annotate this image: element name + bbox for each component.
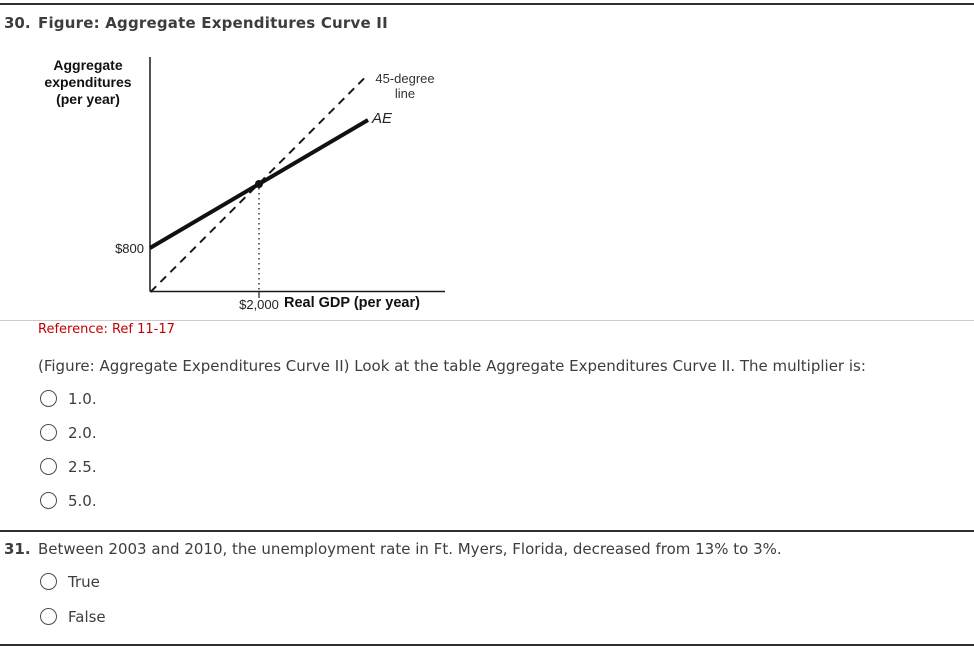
question-31-text: Between 2003 and 2010, the unemployment … xyxy=(38,540,782,558)
y-axis-title-line3: (per year) xyxy=(56,91,120,107)
y-axis-title-line2: expenditures xyxy=(44,74,132,90)
bottom-divider xyxy=(0,644,974,646)
q30-option-1-label[interactable]: 1.0. xyxy=(68,390,97,408)
line-45-label-line2: line xyxy=(394,86,416,101)
q31-false-label[interactable]: False xyxy=(68,608,106,626)
question-30-number: 30. xyxy=(4,14,31,32)
q30-option-2-label[interactable]: 2.0. xyxy=(68,424,97,442)
line-45-degree xyxy=(149,76,366,293)
y-axis-title: Aggregate expenditures (per year) xyxy=(30,57,146,108)
line-45-label-line1: 45-degree xyxy=(375,71,435,86)
figure-canvas xyxy=(148,57,445,298)
question-30-title: Figure: Aggregate Expenditures Curve II xyxy=(38,14,388,32)
equilibrium-point xyxy=(255,180,263,188)
aggregate-expenditures-figure: Aggregate expenditures (per year) $800 $… xyxy=(30,55,460,317)
y-axis-title-line1: Aggregate xyxy=(53,57,123,73)
q31-true-radio[interactable] xyxy=(40,573,57,590)
x-axis-title: Real GDP (per year) xyxy=(284,295,420,311)
line-45-label: 45-degree line xyxy=(365,71,445,101)
question-30-text: (Figure: Aggregate Expenditures Curve II… xyxy=(38,357,866,375)
figure-divider xyxy=(0,320,974,321)
question-31-number: 31. xyxy=(4,540,31,558)
q31-true-label[interactable]: True xyxy=(68,573,100,591)
q30-option-3-radio[interactable] xyxy=(40,458,57,475)
top-divider xyxy=(0,3,974,5)
q30-option-1-radio[interactable] xyxy=(40,390,57,407)
q30-option-4-radio[interactable] xyxy=(40,492,57,509)
q30-option-4-label[interactable]: 5.0. xyxy=(68,492,97,510)
y-intercept-label: $800 xyxy=(115,241,144,256)
q31-false-radio[interactable] xyxy=(40,608,57,625)
ae-line-label: AE xyxy=(372,110,393,127)
question-divider xyxy=(0,530,974,532)
reference-text: Reference: Ref 11-17 xyxy=(38,322,175,337)
q30-option-3-label[interactable]: 2.5. xyxy=(68,458,97,476)
q30-option-2-radio[interactable] xyxy=(40,424,57,441)
equilibrium-x-label: $2,000 xyxy=(239,297,279,312)
axes-lines xyxy=(149,57,445,293)
